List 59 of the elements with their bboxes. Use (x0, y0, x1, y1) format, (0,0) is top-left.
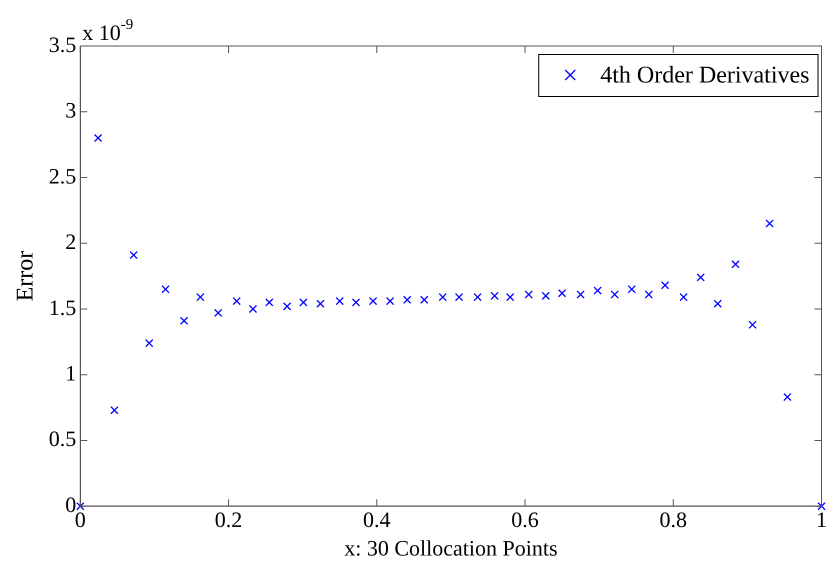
x-tick-label: 0.8 (660, 507, 688, 532)
point (817, 502, 826, 510)
y-tick-label: 0.5 (48, 426, 76, 452)
y-tick-label: 1.5 (48, 294, 76, 320)
point (316, 300, 325, 308)
point (180, 316, 188, 325)
point (628, 285, 636, 294)
point (265, 298, 274, 307)
point (731, 260, 740, 268)
point (214, 308, 222, 318)
point (76, 502, 84, 510)
y-tick-label: 0 (65, 492, 76, 517)
point (368, 296, 378, 306)
legend-label: 4th Order Derivatives (600, 62, 810, 88)
point (352, 298, 360, 307)
point (232, 296, 241, 306)
x-tick-label: 0.6 (511, 507, 539, 532)
point (490, 292, 499, 300)
point (696, 273, 705, 282)
point (506, 292, 514, 302)
point (282, 302, 292, 311)
point (542, 292, 550, 300)
y-tick-label: 2.5 (48, 163, 76, 188)
point (644, 290, 653, 299)
point (783, 392, 792, 402)
point (473, 292, 482, 302)
point (558, 289, 566, 298)
point (748, 320, 757, 329)
point (714, 300, 722, 308)
point (299, 298, 308, 307)
point (336, 296, 344, 306)
y-tick-label: 1 (65, 360, 76, 386)
x-tick-label: 0.2 (214, 507, 242, 532)
point (402, 296, 412, 304)
point (593, 286, 602, 295)
point (386, 296, 394, 306)
point (454, 292, 464, 302)
point (129, 250, 138, 260)
y-tick-label: 2 (65, 229, 76, 254)
point (248, 304, 258, 314)
y-tick-label: 3.5 (48, 32, 76, 57)
point (524, 290, 533, 299)
point (94, 134, 102, 142)
point (420, 296, 428, 304)
point (679, 292, 688, 302)
point (161, 285, 170, 294)
point (110, 406, 119, 414)
point (660, 281, 670, 290)
point (196, 292, 205, 302)
point (610, 290, 619, 299)
point (765, 219, 774, 228)
x-axis-title: x: 30 Collocation Points (344, 536, 558, 561)
y-tick-label: 3 (65, 98, 76, 123)
x-tick-label: 0.4 (363, 507, 391, 532)
y-axis-title: Error (12, 250, 39, 302)
x-tick-label: 1 (816, 507, 827, 532)
point (145, 338, 154, 348)
point (576, 290, 585, 299)
point (438, 292, 447, 302)
